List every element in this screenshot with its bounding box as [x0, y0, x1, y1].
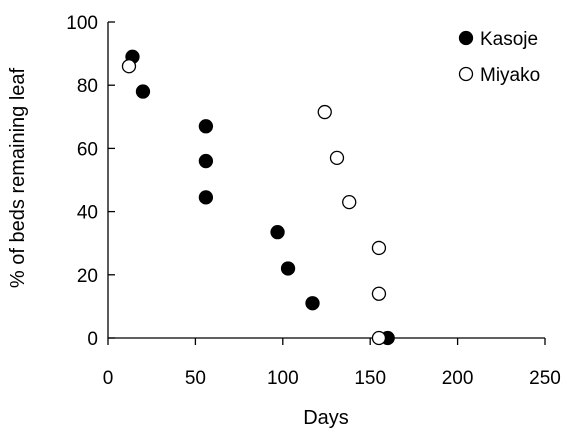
data-point-miyako: [317, 104, 332, 120]
x-tick-label: 50: [185, 368, 206, 389]
legend-marker-miyako: [458, 66, 474, 82]
data-point-kasoje: [305, 296, 320, 311]
y-tick-label: 40: [77, 203, 98, 224]
legend-label-miyako: Miyako: [480, 65, 540, 86]
data-point-kasoje: [135, 84, 151, 99]
y-tick-label: 80: [77, 76, 98, 97]
data-point-miyako: [329, 150, 345, 166]
x-tick-label: 200: [442, 368, 474, 389]
data-point-kasoje: [198, 190, 214, 205]
y-axis-title: % of beds remaining leaf: [7, 68, 29, 289]
legend: Kasoje Miyako: [458, 29, 540, 86]
x-tick-label: 0: [103, 368, 114, 389]
y-tick-label: 20: [77, 266, 98, 287]
y-tick-label: 100: [66, 13, 98, 34]
data-point-kasoje: [280, 261, 296, 276]
data-point-kasoje: [198, 119, 214, 134]
data-point-miyako: [371, 240, 387, 256]
legend-label-kasoje: Kasoje: [480, 29, 538, 50]
y-ticks: 0 20 40 60 80 100: [66, 13, 115, 350]
x-tick-label: 150: [354, 368, 386, 389]
x-ticks: 0 50 100 150 200 250: [103, 338, 561, 389]
x-tick-label: 250: [529, 368, 561, 389]
axes: [107, 22, 545, 339]
data-point-miyako: [371, 330, 387, 346]
data-point-kasoje: [270, 224, 285, 240]
y-tick-label: 0: [87, 329, 98, 350]
data-point-miyako: [121, 59, 137, 74]
x-tick-label: 100: [267, 368, 299, 389]
legend-marker-kasoje: [458, 30, 474, 46]
data-points: [121, 49, 395, 346]
data-point-kasoje: [198, 153, 214, 169]
y-tick-label: 60: [77, 139, 98, 160]
data-point-miyako: [342, 194, 357, 210]
x-axis-title: Days: [303, 407, 349, 429]
data-point-miyako: [371, 286, 387, 301]
